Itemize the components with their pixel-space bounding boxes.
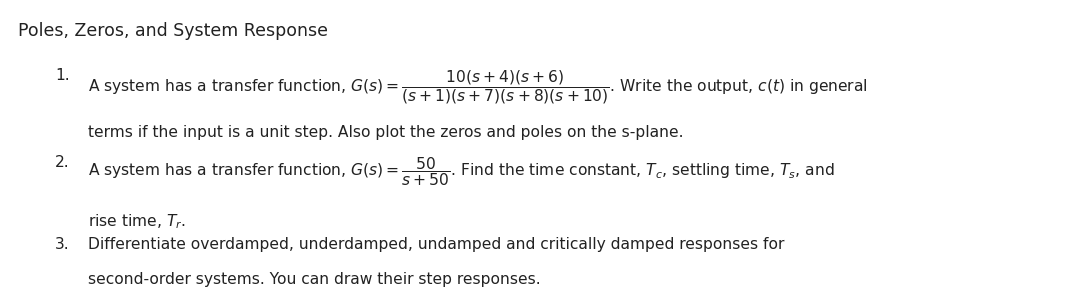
Text: terms if the input is a unit step. Also plot the zeros and poles on the s-plane.: terms if the input is a unit step. Also … xyxy=(87,125,684,140)
Text: second-order systems. You can draw their step responses.: second-order systems. You can draw their… xyxy=(87,272,541,287)
Text: A system has a transfer function, $G(s) = \dfrac{10(s+4)(s+6)}{(s+1)(s+7)(s+8)(s: A system has a transfer function, $G(s) … xyxy=(87,68,868,106)
Text: 1.: 1. xyxy=(55,68,69,83)
Text: 2.: 2. xyxy=(55,155,69,170)
Text: A system has a transfer function, $G(s) = \dfrac{50}{s+50}$. Find the time const: A system has a transfer function, $G(s) … xyxy=(87,155,835,188)
Text: Differentiate overdamped, underdamped, undamped and critically damped responses : Differentiate overdamped, underdamped, u… xyxy=(87,237,784,252)
Text: Poles, Zeros, and System Response: Poles, Zeros, and System Response xyxy=(18,22,328,40)
Text: rise time, $T_r$.: rise time, $T_r$. xyxy=(87,212,186,231)
Text: 3.: 3. xyxy=(55,237,69,252)
